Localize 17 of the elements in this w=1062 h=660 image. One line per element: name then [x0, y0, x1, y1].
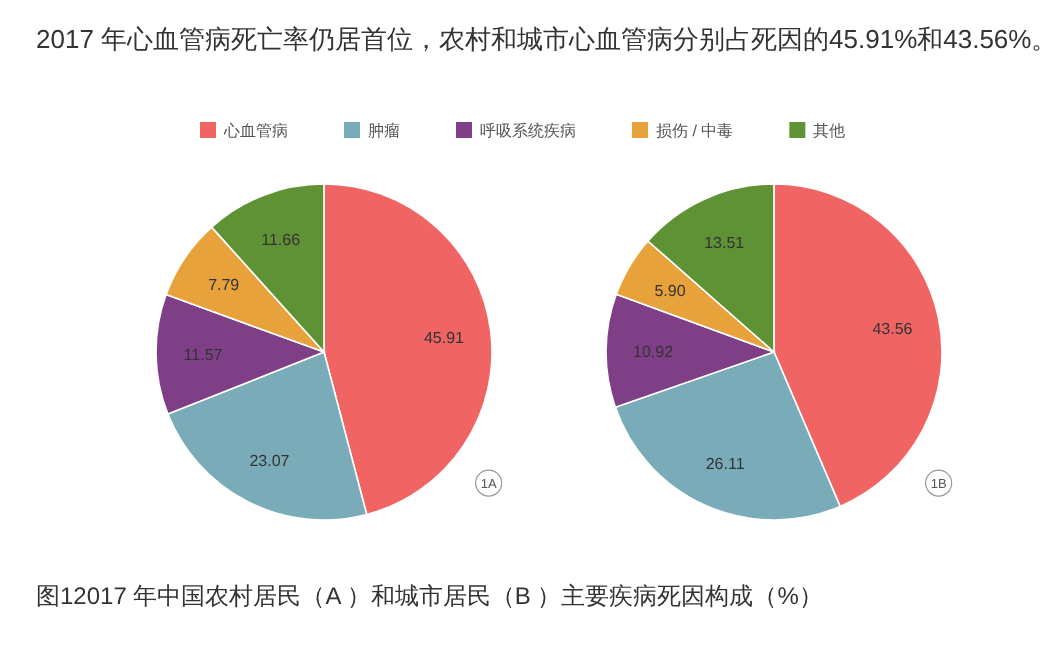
legend-label: 呼吸系统疾病: [480, 122, 576, 140]
data-label: 43.56: [872, 319, 914, 338]
data-label: 13.51: [704, 233, 746, 252]
data-label: 10.92: [633, 343, 675, 362]
legend-label: 其他: [813, 122, 846, 140]
data-label: 7.79: [208, 276, 241, 295]
legend-label: 心血管病: [222, 122, 288, 140]
chart-title: 2017 年心血管病死亡率仍居首位，农村和城市心血管病分别占死因的45.91%和43.56%。: [36, 24, 1058, 54]
caption: 图12017 年中国农村居民（A ）和城市居民（B ）主要疾病死因构成（%）: [36, 582, 823, 610]
data-label: 26.11: [705, 454, 746, 473]
data-label: 11.66: [261, 231, 302, 250]
data-label: 5.90: [654, 282, 687, 301]
data-label: 11.57: [183, 345, 224, 364]
legend-label: 肿瘤: [368, 122, 400, 140]
legend-label: 损伤 / 中毒: [656, 122, 734, 140]
data-label: 45.91: [423, 328, 466, 347]
data-label: 23.07: [249, 451, 291, 470]
